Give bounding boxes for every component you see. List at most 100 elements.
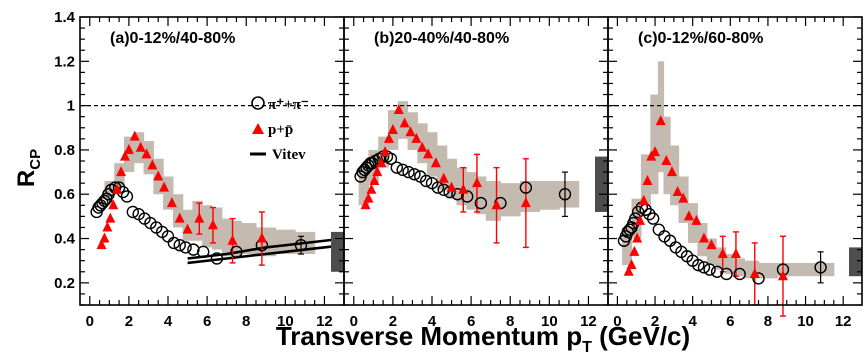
proton-point xyxy=(372,166,383,177)
band-segment xyxy=(358,167,370,206)
proton-point xyxy=(629,245,640,256)
pion-point xyxy=(230,245,243,259)
band-segment xyxy=(622,227,633,266)
proton-point xyxy=(116,166,127,177)
proton-point xyxy=(380,146,391,157)
proton-point xyxy=(650,146,661,157)
proton-point xyxy=(108,199,119,210)
x-tick-label: 8 xyxy=(242,313,250,330)
proton-point xyxy=(458,183,469,194)
pion-point xyxy=(519,181,533,194)
systematic-band xyxy=(622,61,835,279)
pion-point xyxy=(98,194,111,208)
proton-point xyxy=(417,141,428,152)
band-segment xyxy=(520,180,541,212)
proton-point xyxy=(182,223,193,234)
band-segment xyxy=(241,223,257,255)
pion-point xyxy=(646,212,660,225)
proton-point xyxy=(102,221,113,232)
proton-point xyxy=(634,214,645,225)
proton-point xyxy=(430,157,441,168)
systematic-band xyxy=(358,101,580,221)
pion-point xyxy=(402,165,415,179)
y-tick-labels: 0.2 0.4 0.6 0.8 1 1.2 1.4 xyxy=(54,9,76,292)
legend-proton-label: p+p̄ xyxy=(268,122,293,138)
x-tick-label: 12 xyxy=(835,313,852,330)
pion-point xyxy=(196,245,210,259)
proton-point xyxy=(626,259,637,270)
y-tick-label: 1.2 xyxy=(54,53,75,70)
proton-point xyxy=(135,141,146,152)
pion-point xyxy=(703,263,716,276)
panel-label: (c)0-12%/60-80% xyxy=(638,30,763,47)
x-tick-label: 0 xyxy=(86,313,94,330)
pion-point xyxy=(408,168,421,181)
x-tick-label: 0 xyxy=(613,313,621,330)
pion-point xyxy=(120,190,134,203)
pion-point xyxy=(431,181,445,194)
panel-a: (a)0-12%/40-80% xyxy=(79,16,345,306)
proton-point xyxy=(363,192,374,203)
proton-point xyxy=(166,197,177,208)
y-axis-title: RCP xyxy=(13,149,44,187)
pion-point xyxy=(710,265,724,278)
proton-point xyxy=(153,170,164,181)
band-segment xyxy=(202,205,213,248)
band-segment xyxy=(758,262,778,279)
proton-point xyxy=(256,232,267,243)
proton-point xyxy=(777,270,788,281)
band-segment xyxy=(427,132,438,177)
proton-point xyxy=(399,117,410,128)
pion-point xyxy=(474,196,488,210)
x-tick-label: 6 xyxy=(467,313,475,330)
proton-point xyxy=(661,155,672,165)
proton-point xyxy=(446,181,457,192)
proton-point xyxy=(387,123,398,134)
x-tick-label: 6 xyxy=(726,313,734,330)
x-tick-label: 4 xyxy=(164,313,173,330)
band-segment xyxy=(716,247,727,270)
pion-point xyxy=(384,152,398,165)
pion-point xyxy=(179,241,192,254)
x-axis-title-sub: T xyxy=(582,339,592,356)
x-tick-label: 0 xyxy=(350,313,358,330)
band-segment xyxy=(539,180,560,210)
x-tick-label: 12 xyxy=(316,313,333,330)
pion-point xyxy=(652,223,665,236)
proton-point xyxy=(678,192,689,203)
proton-point xyxy=(655,115,666,126)
proton-point xyxy=(207,219,218,230)
legend-pion-label: π⁺+π⁻ xyxy=(268,97,309,113)
vitev-curve xyxy=(187,243,345,265)
pion-point xyxy=(173,238,186,252)
band-segment xyxy=(446,158,458,199)
legend-pion-marker xyxy=(251,96,265,110)
band-segment xyxy=(466,172,477,210)
pion-point xyxy=(419,174,433,188)
pion-point xyxy=(366,157,379,170)
proton-point xyxy=(632,232,643,243)
x-tick-label: 4 xyxy=(428,313,437,330)
band-segment xyxy=(706,238,717,266)
proton-point xyxy=(96,239,107,250)
x-axis-title-main: Transverse Momentum p xyxy=(276,321,582,351)
proton-point xyxy=(227,234,238,245)
y-tick-label: 0.8 xyxy=(54,142,75,159)
y-tick-label: 0.2 xyxy=(54,275,75,292)
x-tick-label: 8 xyxy=(506,313,514,330)
x-axis-title-unit: (GeV/c) xyxy=(592,321,690,351)
band-segment xyxy=(397,101,409,139)
band-segment xyxy=(663,116,671,195)
proton-point xyxy=(471,177,482,188)
proton-point xyxy=(491,199,502,210)
pion-point xyxy=(294,238,308,252)
band-segment xyxy=(476,176,487,215)
pion-point xyxy=(621,225,634,239)
pion-point xyxy=(733,267,746,281)
proton-point xyxy=(423,148,434,159)
proton-point xyxy=(112,183,123,194)
proton-point xyxy=(366,183,377,194)
normalization-box xyxy=(595,156,608,212)
proton-point xyxy=(383,132,394,143)
